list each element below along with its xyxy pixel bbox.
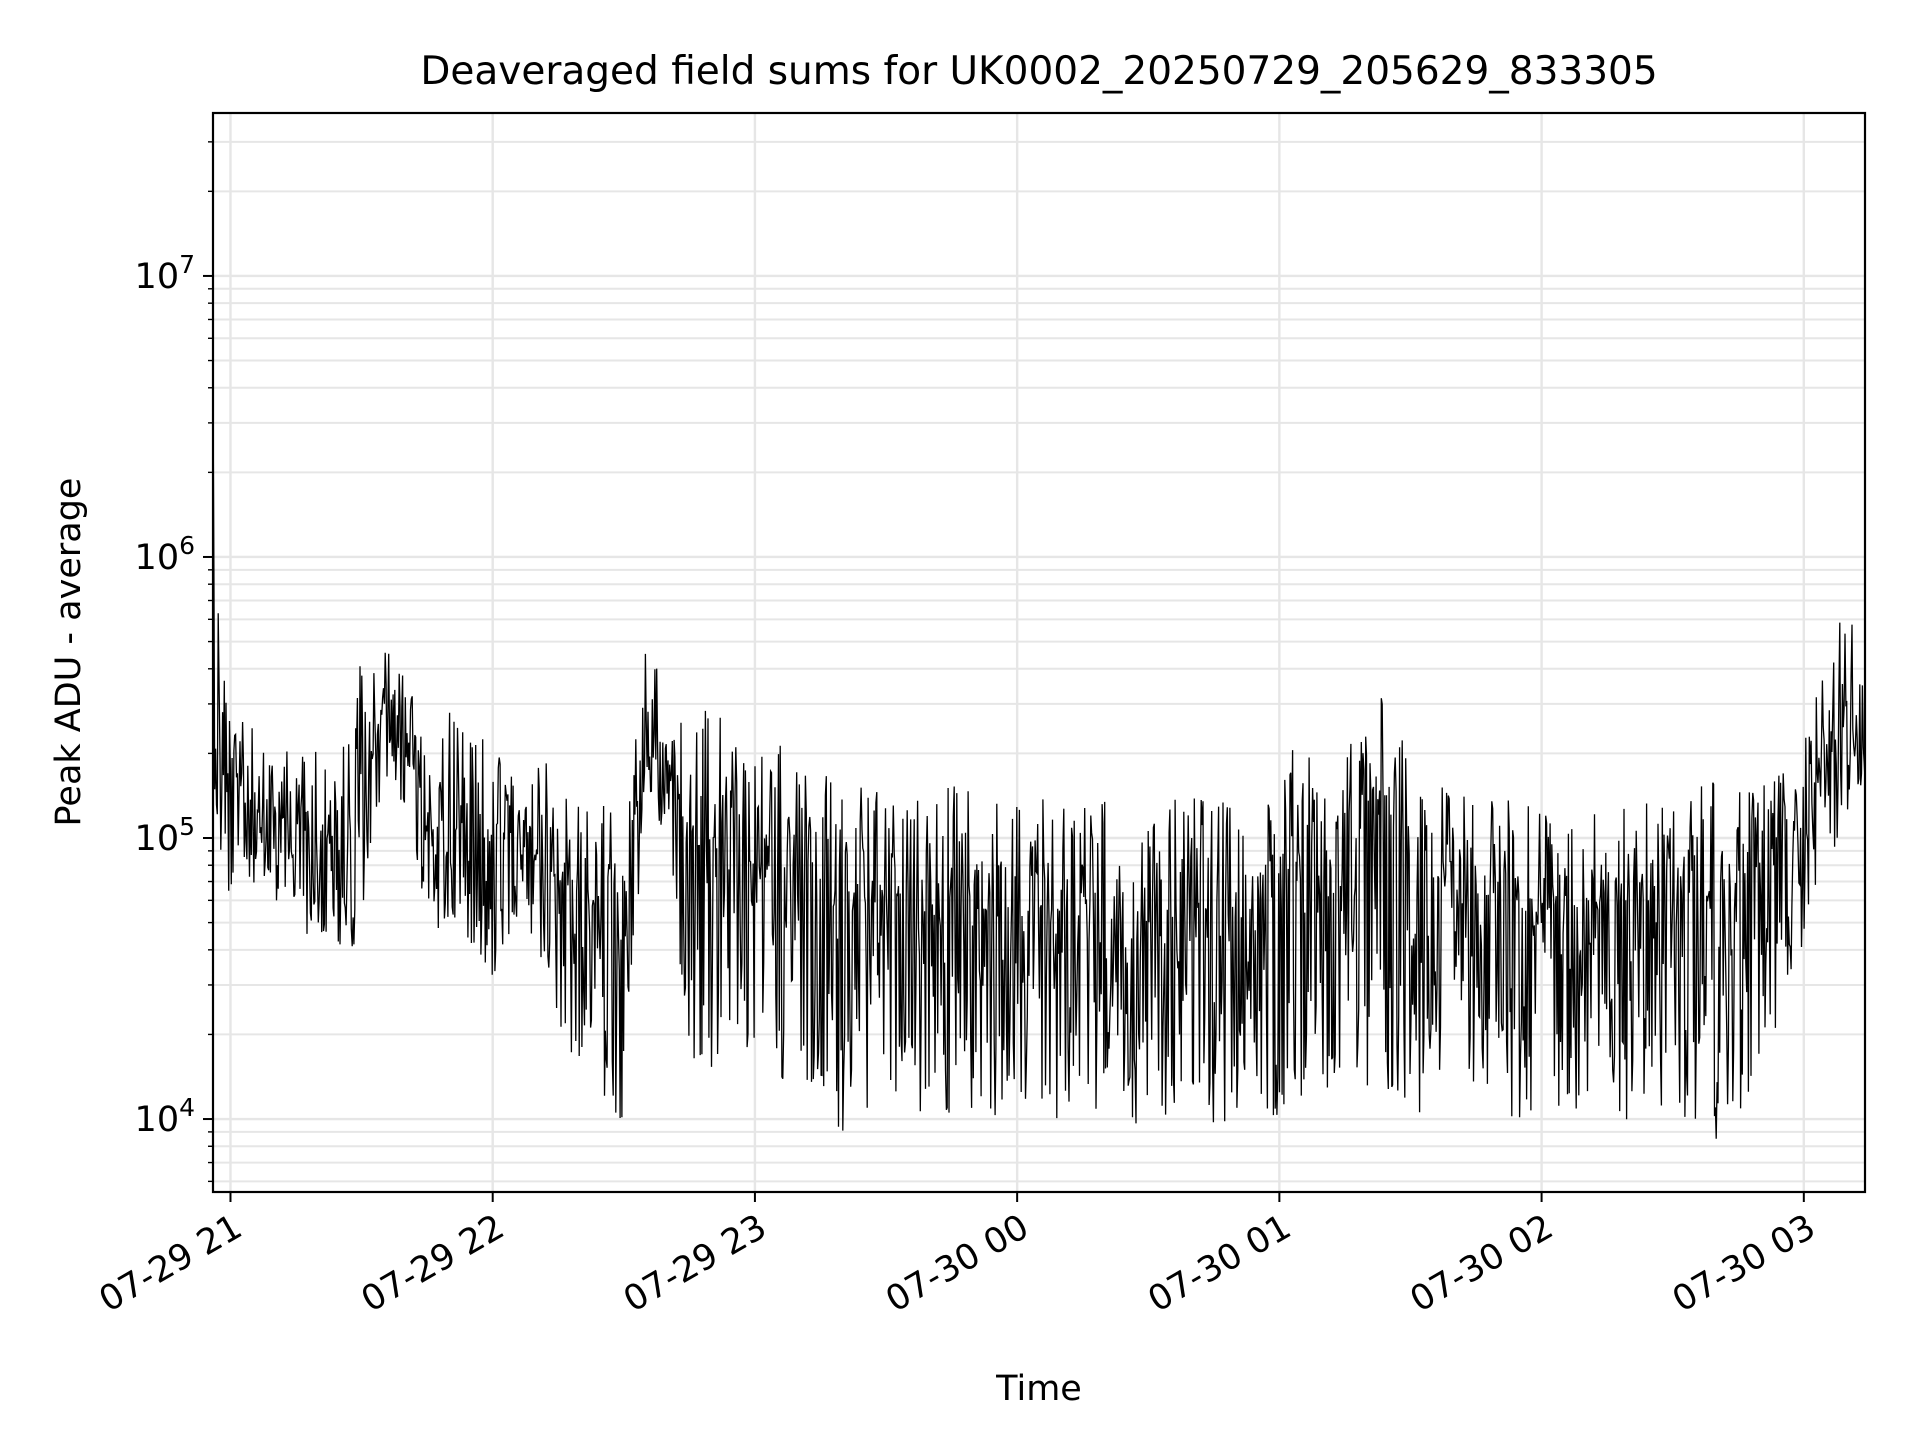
chart-title: Deaveraged field sums for UK0002_2025072…: [420, 49, 1657, 94]
plot-frame: [211, 111, 1867, 1194]
series-line: [212, 387, 1866, 1139]
y-tick-label: 105: [135, 812, 195, 859]
series-layer: [212, 387, 1866, 1139]
y-tick-label: 107: [135, 250, 195, 297]
y-tick-label: 104: [135, 1093, 195, 1140]
y-tick-label: 106: [135, 531, 195, 578]
x-axis-label: Time: [995, 1369, 1082, 1409]
y-axis-label: Peak ADU - average: [49, 478, 89, 827]
